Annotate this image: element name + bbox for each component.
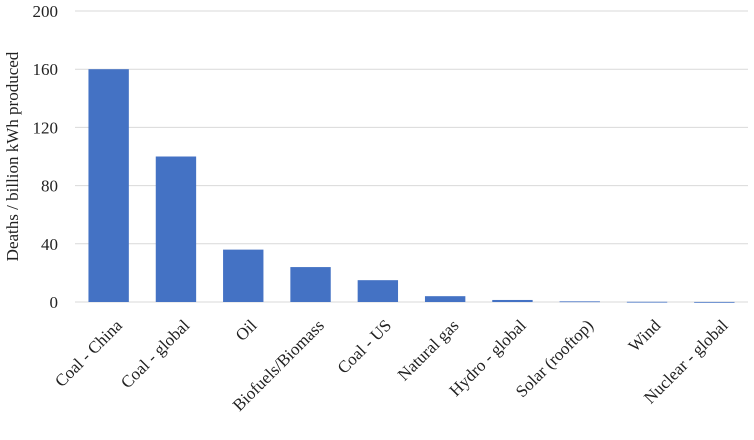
y-tick-label: 0 (50, 293, 59, 312)
bar-solar-rooftop (559, 301, 600, 303)
y-tick-label: 40 (41, 235, 58, 254)
y-axis-title: Deaths / billion kWh produced (3, 51, 22, 261)
x-category-label: Oil (232, 316, 261, 345)
bar-oil (223, 249, 264, 302)
bar-coal-global (155, 156, 197, 302)
bar-biofuels-biomass (290, 267, 331, 302)
x-category-label: Coal - global (117, 316, 193, 392)
bar-natural-gas (424, 296, 466, 302)
x-category-label: Wind (625, 316, 665, 356)
x-category-label: Coal - China (51, 316, 126, 391)
y-tick-label: 80 (41, 177, 58, 196)
y-tick-label: 160 (33, 60, 59, 79)
y-tick-label: 200 (33, 2, 59, 21)
bar-coal-china (88, 69, 129, 302)
y-axis-ticks: 0 40 80 120 160 200 (33, 2, 59, 312)
bar-wind (626, 301, 668, 303)
bar-hydro-global (492, 299, 533, 302)
x-category-label: Coal - US (334, 316, 396, 378)
bar-coal-us (357, 280, 399, 302)
y-tick-label: 120 (33, 118, 59, 137)
bars (88, 69, 735, 303)
bar-nuclear-global (694, 301, 735, 303)
x-category-label: Natural gas (394, 316, 463, 385)
